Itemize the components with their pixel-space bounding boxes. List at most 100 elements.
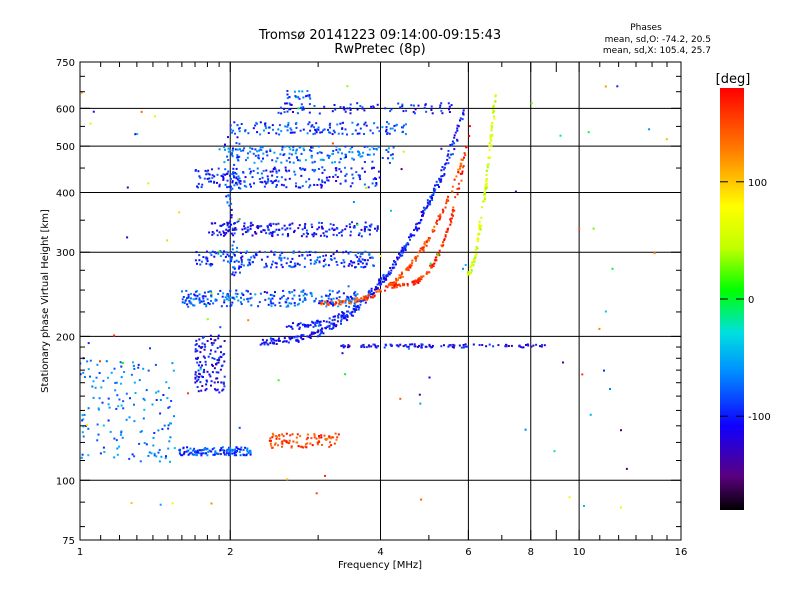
echo-point	[230, 177, 232, 180]
echo-point	[368, 233, 371, 236]
echo-point	[300, 168, 303, 171]
echo-point	[391, 263, 394, 266]
echo-point	[349, 251, 352, 253]
echo-point	[200, 186, 203, 189]
echo-point	[241, 255, 244, 258]
echo-point	[222, 259, 225, 262]
echo-point	[434, 184, 436, 187]
echo-point	[191, 453, 194, 456]
y-tick-label: 750	[56, 58, 75, 69]
echo-point	[220, 305, 223, 308]
echo-point	[320, 295, 323, 298]
echo-point	[308, 121, 311, 124]
echo-point	[249, 146, 252, 149]
echo-point	[240, 303, 243, 305]
echo-point	[220, 356, 223, 359]
echo-point	[352, 177, 355, 180]
echo-point	[229, 220, 232, 223]
echo-point	[118, 398, 121, 401]
echo-point	[290, 302, 293, 305]
echo-point	[157, 451, 160, 454]
echo-point	[168, 440, 171, 443]
echo-point	[331, 142, 334, 145]
chart-subtitle: RwPretec (8p)	[334, 42, 425, 57]
echo-point	[451, 140, 454, 143]
echo-point	[240, 256, 243, 259]
echo-point	[358, 132, 361, 135]
echo-point	[380, 278, 383, 281]
echo-point	[333, 228, 336, 231]
echo-point	[302, 106, 305, 109]
echo-point	[273, 295, 276, 297]
echo-point	[355, 298, 358, 301]
echo-point	[278, 133, 281, 136]
echo-point	[236, 148, 239, 151]
echo-point	[298, 97, 301, 100]
echo-point	[308, 186, 311, 189]
echo-point	[198, 299, 201, 302]
echo-point	[385, 278, 388, 281]
echo-point	[197, 182, 200, 185]
echo-point	[526, 343, 529, 346]
echo-point	[222, 175, 225, 178]
echo-point	[357, 262, 360, 265]
echo-point	[461, 118, 464, 121]
echo-point	[267, 228, 270, 231]
echo-point	[235, 454, 238, 457]
echo-point	[210, 338, 212, 341]
echo-point	[230, 232, 233, 235]
echo-point	[214, 388, 216, 391]
echo-point	[408, 236, 410, 239]
echo-point	[322, 129, 325, 132]
echo-point	[298, 254, 301, 257]
echo-point	[309, 129, 312, 132]
echo-point	[514, 190, 517, 193]
echo-point	[361, 262, 364, 265]
echo-point	[297, 445, 300, 448]
echo-point	[272, 128, 274, 131]
echo-point	[648, 128, 651, 131]
echo-point	[583, 505, 585, 507]
echo-point	[375, 182, 378, 184]
echo-point	[386, 133, 389, 135]
echo-point	[87, 454, 90, 457]
echo-point	[328, 176, 331, 178]
echo-point	[368, 253, 371, 256]
echo-point	[313, 299, 316, 302]
echo-point	[289, 131, 292, 134]
echo-point	[461, 158, 464, 161]
echo-point	[314, 260, 317, 263]
echo-point	[431, 344, 434, 347]
echo-point	[190, 302, 193, 305]
echo-point	[246, 156, 249, 159]
echo-point	[226, 221, 229, 224]
echo-point	[203, 368, 206, 371]
echo-point	[249, 451, 252, 454]
echo-point	[121, 436, 124, 439]
echo-point	[200, 375, 203, 378]
echo-point	[223, 161, 226, 164]
echo-point	[345, 250, 348, 253]
echo-point	[218, 148, 221, 151]
echo-point	[258, 225, 261, 228]
echo-point	[162, 394, 165, 396]
echo-point	[87, 407, 90, 410]
echo-point	[393, 281, 396, 284]
echo-point	[230, 260, 233, 263]
echo-point	[332, 322, 335, 325]
echo-point	[155, 399, 158, 401]
echo-point	[236, 178, 239, 181]
echo-point	[282, 435, 285, 438]
echo-point	[133, 455, 136, 458]
echo-point	[149, 347, 151, 350]
echo-point	[208, 180, 210, 183]
echo-point	[377, 170, 380, 173]
echo-point	[424, 345, 427, 348]
echo-point	[459, 119, 461, 122]
echo-point	[217, 334, 220, 337]
echo-point	[159, 399, 162, 401]
echo-point	[380, 282, 383, 285]
echo-point	[280, 257, 283, 260]
echo-point	[208, 303, 211, 306]
echo-point	[433, 190, 436, 193]
